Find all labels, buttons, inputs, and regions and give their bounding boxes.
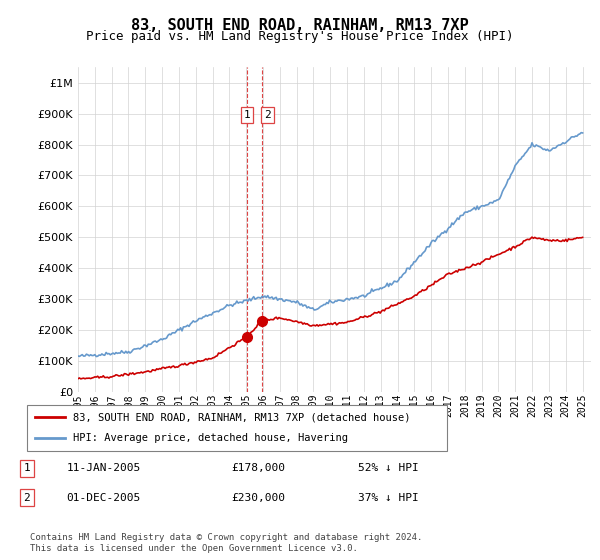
- Text: Price paid vs. HM Land Registry's House Price Index (HPI): Price paid vs. HM Land Registry's House …: [86, 30, 514, 43]
- Text: 52% ↓ HPI: 52% ↓ HPI: [358, 463, 418, 473]
- Text: HPI: Average price, detached house, Havering: HPI: Average price, detached house, Have…: [73, 433, 348, 444]
- Text: 37% ↓ HPI: 37% ↓ HPI: [358, 493, 418, 503]
- Text: £178,000: £178,000: [231, 463, 285, 473]
- Text: £230,000: £230,000: [231, 493, 285, 503]
- Text: 83, SOUTH END ROAD, RAINHAM, RM13 7XP: 83, SOUTH END ROAD, RAINHAM, RM13 7XP: [131, 18, 469, 34]
- Text: 1: 1: [23, 463, 30, 473]
- Text: 2: 2: [264, 110, 271, 120]
- Text: 01-DEC-2005: 01-DEC-2005: [67, 493, 141, 503]
- Text: 1: 1: [244, 110, 250, 120]
- FancyBboxPatch shape: [27, 405, 447, 451]
- Text: 11-JAN-2005: 11-JAN-2005: [67, 463, 141, 473]
- Text: 83, SOUTH END ROAD, RAINHAM, RM13 7XP (detached house): 83, SOUTH END ROAD, RAINHAM, RM13 7XP (d…: [73, 412, 410, 422]
- Text: Contains HM Land Registry data © Crown copyright and database right 2024.
This d: Contains HM Land Registry data © Crown c…: [30, 533, 422, 553]
- Text: 2: 2: [23, 493, 30, 503]
